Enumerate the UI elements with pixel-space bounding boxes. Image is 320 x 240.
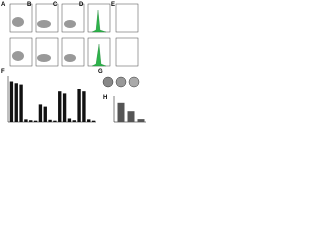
bar (62, 93, 67, 122)
bar (82, 91, 86, 122)
bar (48, 119, 52, 122)
panel-label: F (1, 69, 5, 75)
panel-label: A (1, 2, 6, 8)
bar (127, 111, 135, 122)
colony-dish (102, 76, 114, 88)
dot-cloud (64, 20, 76, 28)
bar (19, 84, 23, 122)
bar (14, 83, 18, 122)
plot-b2 (35, 37, 59, 67)
bar (29, 120, 33, 122)
dot-cloud (37, 54, 51, 62)
plot-e2 (115, 37, 139, 67)
bar (24, 119, 28, 122)
plot-e1 (115, 3, 139, 33)
bar (137, 119, 145, 122)
bar (91, 120, 96, 122)
colonies (102, 76, 140, 88)
bar (77, 89, 81, 122)
colony-dish (115, 76, 127, 88)
panel-label: C (53, 2, 58, 8)
histogram (91, 43, 107, 67)
bar (117, 102, 125, 122)
figure: A B C D E F G H (1, 2, 146, 123)
bar (67, 118, 72, 122)
histogram (91, 9, 107, 33)
dot-cloud (12, 51, 24, 61)
plot-c2 (61, 37, 85, 67)
panel-label: H (103, 95, 107, 101)
panel-label: E (111, 2, 115, 8)
bar (33, 120, 38, 122)
panel-label: B (27, 2, 32, 8)
bar (87, 119, 91, 122)
dot-cloud (37, 20, 51, 28)
bar (38, 104, 43, 122)
colony-dish (128, 76, 140, 88)
dot-cloud (12, 17, 24, 27)
dot-cloud (64, 54, 76, 62)
bar (43, 106, 47, 122)
bar (72, 120, 76, 122)
panel-label: D (79, 2, 84, 8)
bar (53, 120, 57, 122)
bar (58, 91, 62, 122)
bar (9, 81, 14, 122)
flow-panels (9, 3, 139, 67)
panel-label: G (98, 69, 103, 75)
